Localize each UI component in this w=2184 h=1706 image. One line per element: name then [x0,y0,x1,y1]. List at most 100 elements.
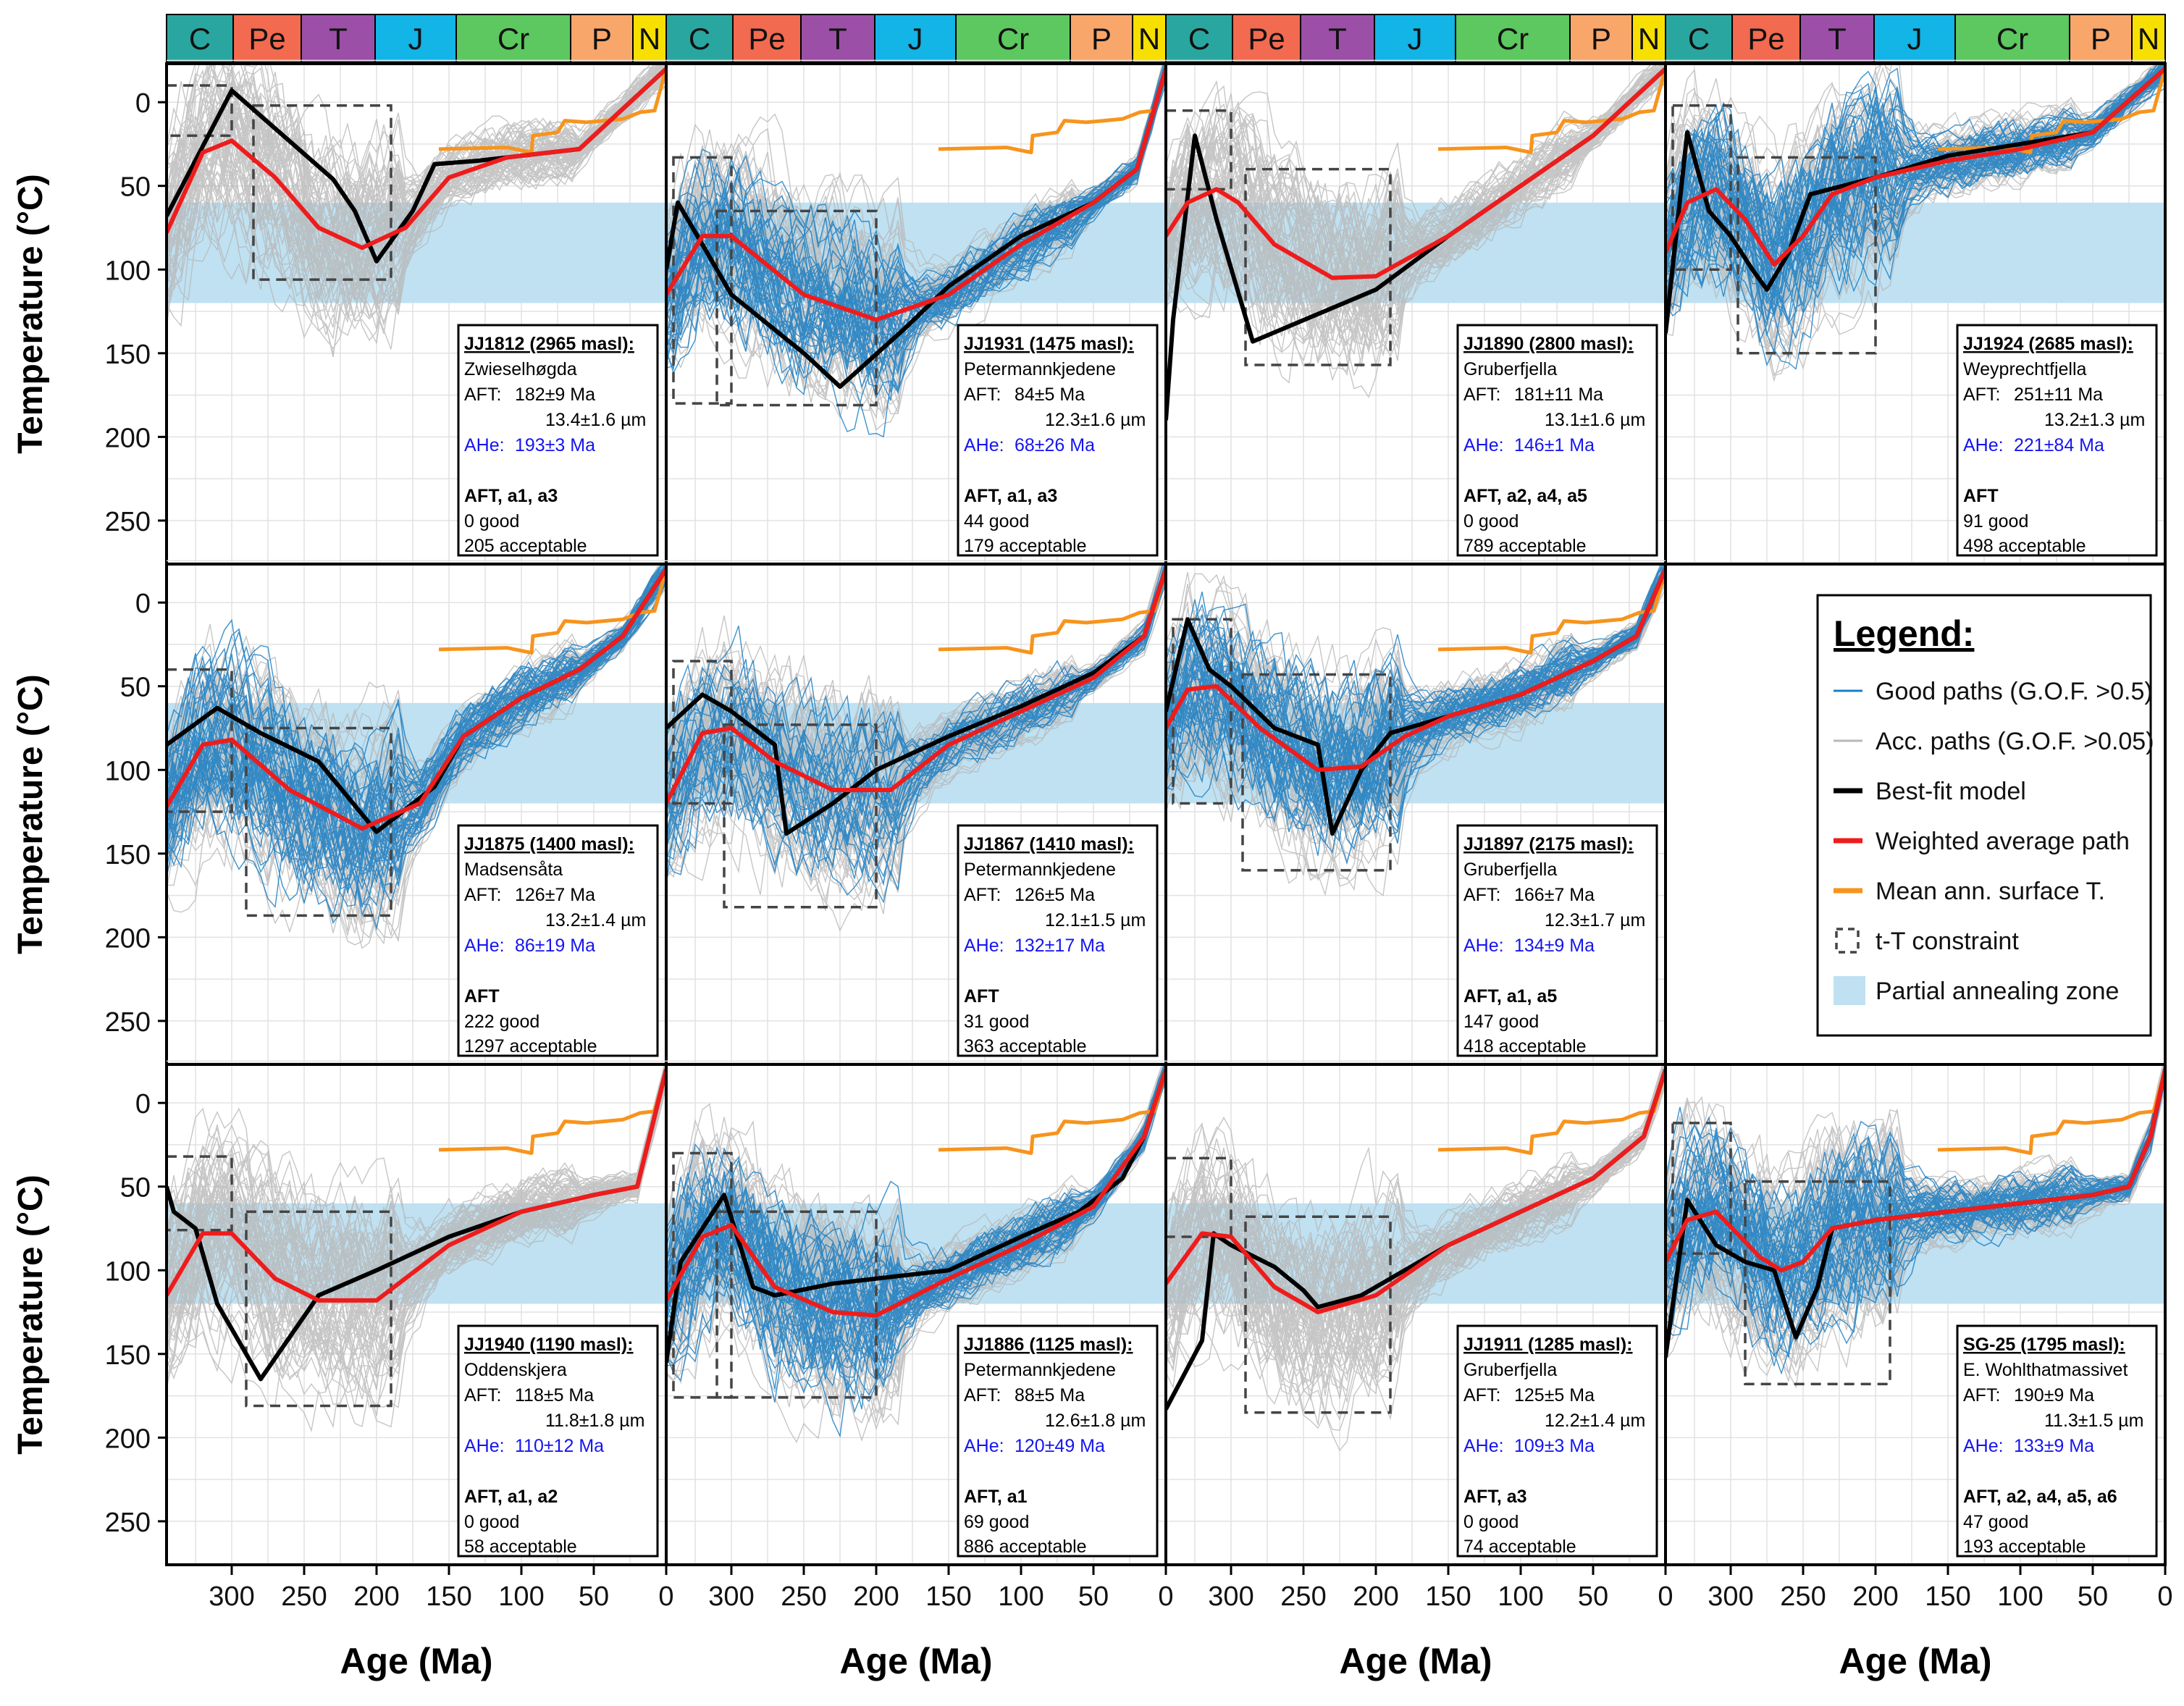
x-tick-label: 300 [708,1581,754,1612]
ahe-age: 146±1 Ma [1514,435,1595,455]
y-axis: 0 50 100 150 200 250 Temperature (°C) [12,88,167,537]
track-length: 13.4±1.6 µm [545,410,646,430]
x-tick-label: 50 [1078,1581,1109,1612]
y-tick-label: 200 [105,1424,151,1454]
t-t-constraint-box [715,209,878,407]
surface-temperature-line [938,1069,1166,1155]
surface-temperature-line [1437,1069,1666,1155]
track-length: 12.2±1.4 µm [1545,1411,1645,1431]
acceptable-count: 418 acceptable [1463,1036,1587,1056]
model-type: AFT [464,986,500,1007]
good-path [1666,69,2165,266]
surface-temperature-line [1437,68,1666,154]
y-tick-label: 50 [120,1173,151,1203]
t-t-constraint-box [245,1210,392,1408]
aft-label: AFT: [464,1385,501,1405]
period-strip: C Pe T J Cr P N [665,14,1167,63]
period-box [1232,14,1301,63]
y-tick-label: 150 [105,340,151,370]
good-path [167,564,666,879]
ahe-age: 120±49 Ma [1015,1436,1105,1456]
sample-location: Madsensåta [464,860,563,880]
model-type: AFT, a2, a4, a5, a6 [1963,1487,2117,1507]
period-label: T [1828,22,1847,56]
good-path [666,565,1166,847]
ahe-age: 109±3 Ma [1514,1436,1595,1456]
track-length: 12.3±1.7 µm [1545,910,1645,930]
t-t-constraint-box [1671,1122,1732,1255]
x-axis: 300 250 200 150 100 50 0 Age (Ma) [1708,1565,2173,1681]
ahe-label: AHe: [964,435,1004,455]
period-strip: C Pe T J Cr P N [166,14,667,63]
acceptable-count: 74 acceptable [1463,1537,1576,1557]
legend-label: Best-fit model [1876,778,2026,805]
t-t-constraint-box [1736,156,1877,355]
y-tick-label: 100 [105,256,151,286]
acceptable-path [1166,65,1666,297]
x-tick-label: 300 [1708,1581,1753,1612]
panel-jj1911: JJ1911 (1285 masl): Gruberfjella AFT: 125±5… [1164,1060,1667,1566]
sample-info-box: JJ1875 (1400 masl): Madsensåta AFT: 126±7 M… [457,824,659,1057]
period-label: Cr [997,22,1029,56]
aft-label: AFT: [964,885,1001,905]
good-path [167,572,666,881]
acceptable-path [1166,66,1666,277]
good-path [1166,569,1666,818]
acceptable-path [1166,1064,1665,1314]
x-tick-label: 150 [1425,1581,1471,1612]
x-axis: 300 250 200 150 100 50 0 Age (Ma) [209,1565,674,1681]
legend-item: Good paths (G.O.F. >0.5) [1834,678,2153,705]
period-label: P [1091,22,1112,56]
acceptable-path [167,1079,666,1382]
info-box-frame [1956,1324,2158,1558]
x-tick-label: 200 [853,1581,899,1612]
paths-layer [1166,64,1666,421]
period-label: P [1591,22,1611,56]
legend-item: Weighted average path [1834,828,2130,855]
ahe-age: 132±17 Ma [1015,936,1105,956]
acceptable-path [167,1073,666,1325]
aft-age: 182±9 Ma [515,385,595,405]
paths-layer [1166,1064,1666,1452]
acceptable-path [167,1066,666,1355]
sample-location: Gruberfjella [1463,860,1557,880]
good-path [1666,76,2165,311]
good-path [1666,1064,2165,1282]
ahe-label: AHe: [1463,936,1504,956]
good-path [1166,573,1666,784]
legend-item: Partial annealing zone [1834,976,2119,1005]
sample-info-box: JJ1911 (1285 masl): Gruberfjella AFT: 125±5… [1456,1324,1658,1558]
panel-jj1886: JJ1886 (1125 masl): Petermannkjedene AFT: 8… [665,1060,1167,1566]
acceptable-count: 193 acceptable [1963,1537,2086,1557]
period-box [232,14,302,63]
sample-info-box: JJ1867 (1410 masl): Petermannkjedene AFT: 1… [957,824,1159,1057]
good-path [167,564,664,860]
x-axis-title: Age (Ma) [1839,1641,1991,1681]
sample-location: Oddenskjera [464,1360,567,1380]
ahe-label: AHe: [464,1436,505,1456]
weighted-average-line [666,68,1166,322]
period-box [1300,14,1375,63]
info-box-frame [457,1324,659,1558]
legend-label: Weighted average path [1876,828,2130,855]
t-t-constraint-box [1671,104,1732,272]
acceptable-path [1166,1075,1666,1382]
legend-label: t-T constraint [1876,928,2019,955]
sample-info-box: JJ1886 (1125 masl): Petermannkjedene AFT: 8… [957,1324,1159,1558]
panel-jj1890: JJ1890 (2800 masl): Gruberfjella AFT: 181±1… [1164,59,1667,566]
acceptable-path [167,85,666,335]
sample-location: E. Wohlthatmassivet [1963,1360,2128,1380]
period-label: T [329,22,348,56]
y-tick-label: 200 [105,423,151,453]
t-t-constraint-box [715,1210,878,1399]
good-count: 0 good [1463,1512,1519,1532]
weighted-average-line [167,1069,666,1303]
x-tick-label: 250 [281,1581,327,1612]
surface-temperature-line [438,1069,666,1155]
good-count: 147 good [1463,1012,1539,1032]
info-box-frame [1456,324,1658,557]
model-type: AFT [1963,486,1999,506]
weighted-average-line [167,568,666,831]
track-length: 12.3±1.6 µm [1045,410,1146,430]
track-length: 13.2±1.4 µm [545,910,646,930]
